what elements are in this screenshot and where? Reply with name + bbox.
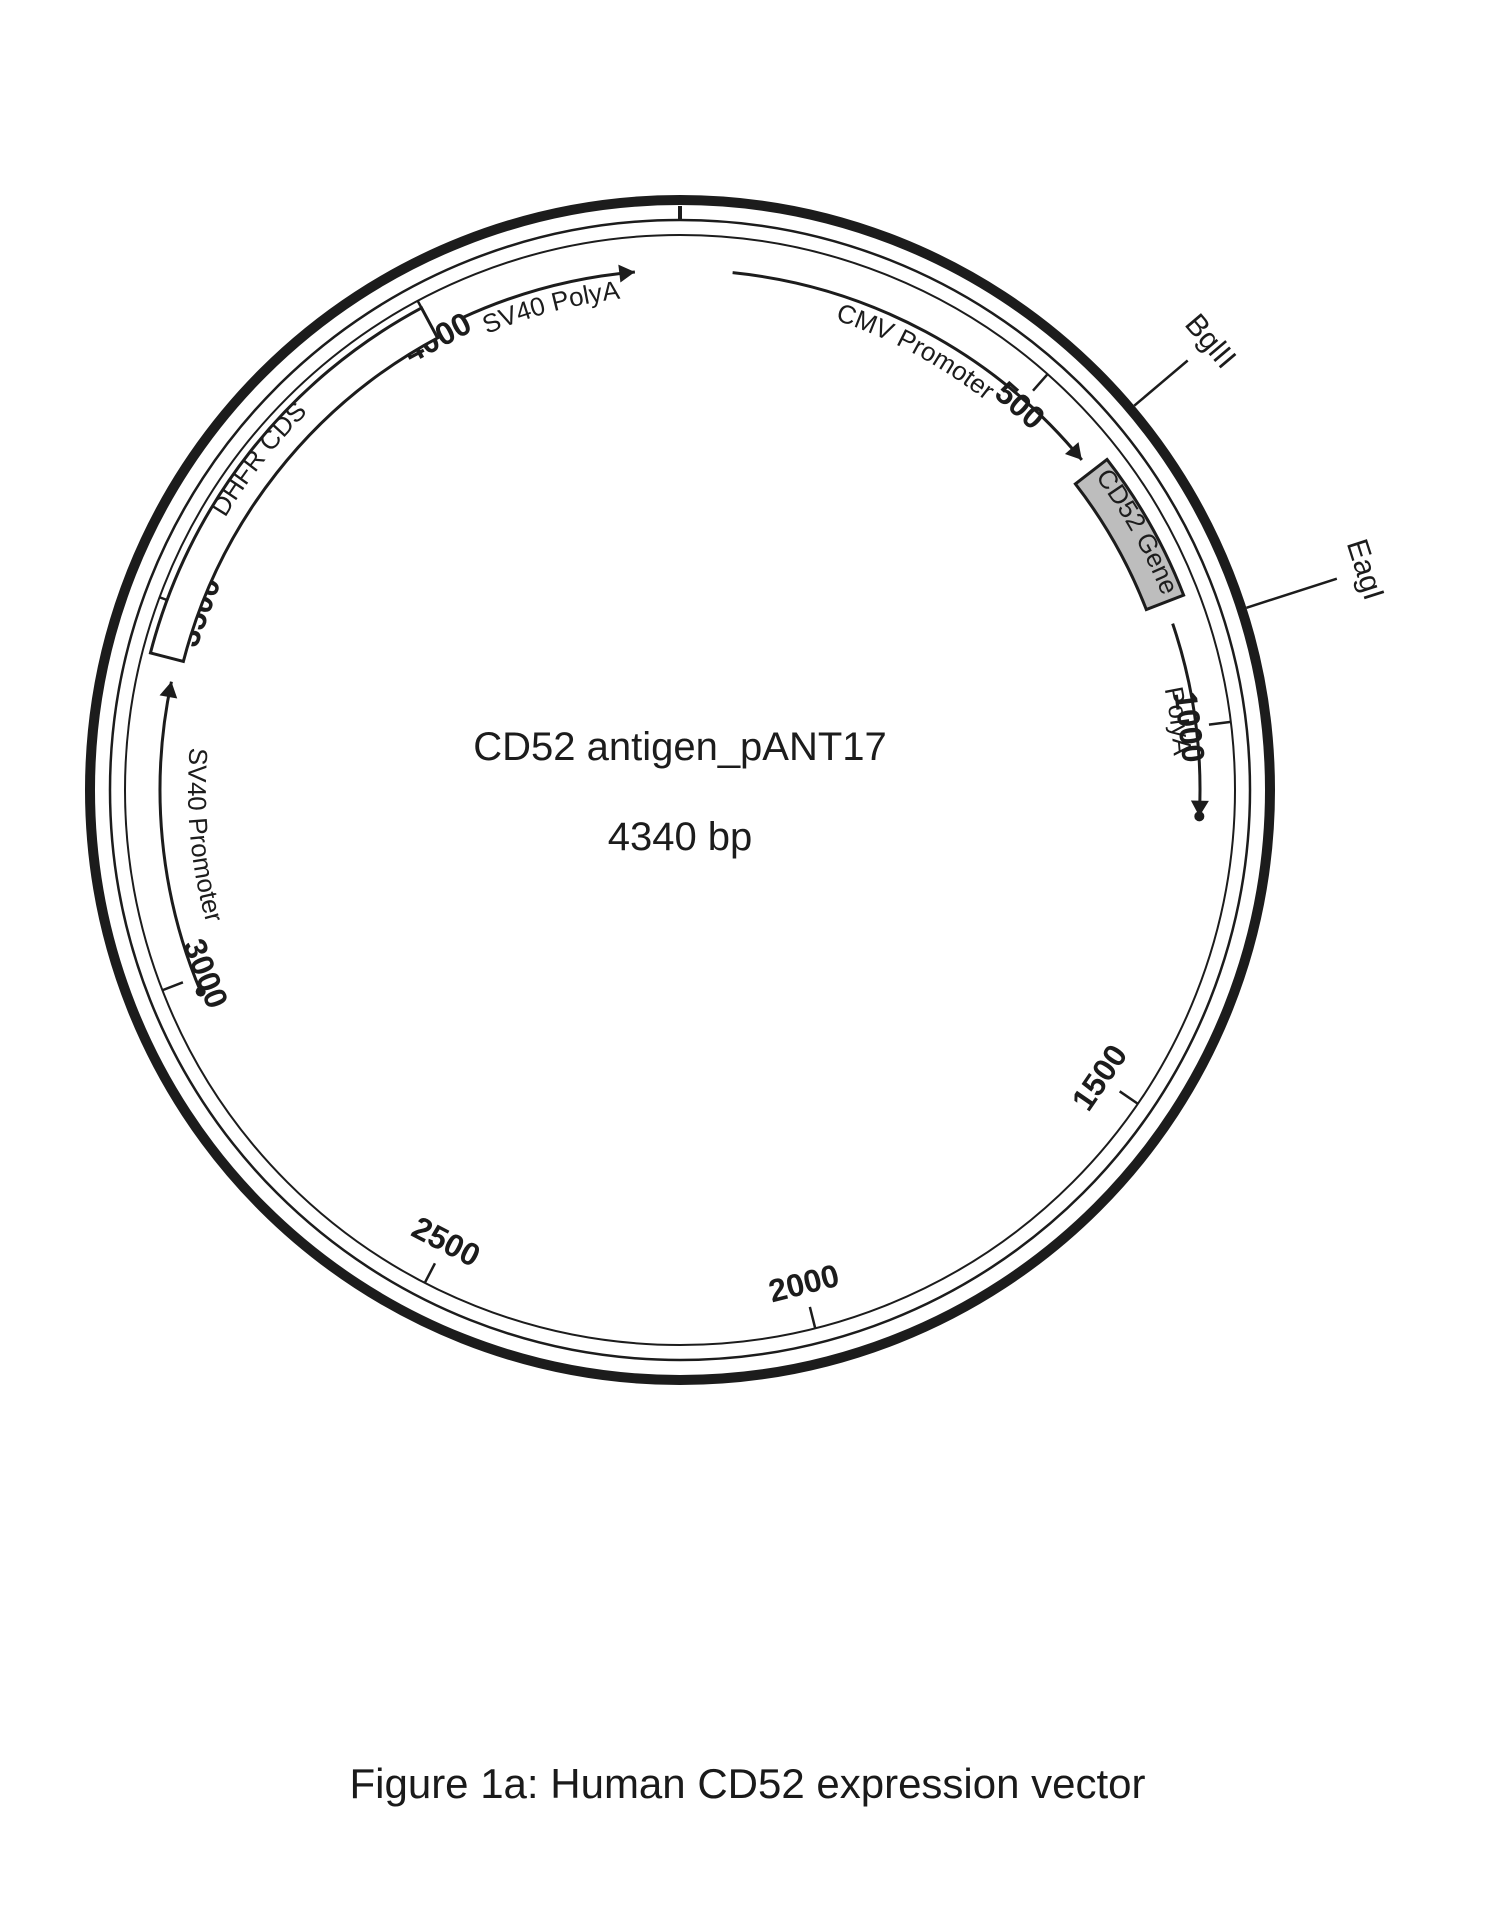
figure-container: 5001000150020002500300035004000CMV Promo…	[0, 0, 1495, 1907]
mid-ring	[110, 220, 1250, 1360]
restriction-site-tick	[1246, 579, 1336, 608]
bp-tick-label: 1500	[1064, 1038, 1134, 1117]
bp-tick-label: 2000	[765, 1257, 843, 1309]
feature-label: SV40 PolyA	[478, 275, 622, 340]
bp-tick	[810, 1307, 815, 1328]
feature-arrowhead	[160, 682, 178, 699]
outer-ring	[90, 200, 1270, 1380]
feature-box	[150, 308, 437, 661]
feature-start-dot	[196, 987, 206, 997]
restriction-site-label: EagI	[1340, 535, 1390, 604]
bp-tick	[1120, 1091, 1138, 1103]
restriction-site-tick	[1134, 361, 1187, 406]
feature-label: CMV Promoter	[833, 297, 1001, 406]
plasmid-name: CD52 antigen_pANT17	[473, 725, 887, 769]
plasmid-size: 4340 bp	[608, 815, 753, 859]
bp-tick	[1209, 722, 1231, 725]
bp-tick-label: 2500	[406, 1209, 486, 1274]
bp-tick	[162, 982, 183, 990]
bp-tick	[1033, 374, 1048, 390]
bp-tick	[425, 1263, 435, 1283]
restriction-site-label: BglII	[1178, 308, 1242, 375]
feature-end-dot	[1194, 811, 1204, 821]
feature-label: SV40 Promoter	[182, 747, 230, 926]
figure-caption: Figure 1a: Human CD52 expression vector	[0, 1760, 1495, 1808]
feature-arrowhead	[618, 265, 635, 283]
plasmid-map-svg: 5001000150020002500300035004000CMV Promo…	[0, 0, 1495, 1700]
